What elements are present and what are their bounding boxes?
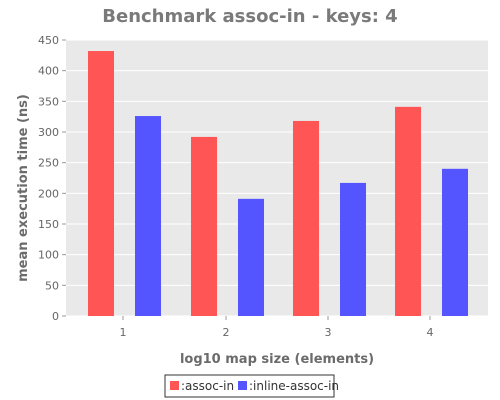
y-axis: 0 50 100 150 200 250 300 350 400 450 [38, 34, 66, 323]
y-tick-label: 150 [38, 218, 59, 231]
chart-title: Benchmark assoc-in - keys: 4 [102, 6, 397, 27]
y-tick-label: 400 [38, 65, 59, 78]
bar-inline-assoc-in-3 [340, 182, 366, 316]
y-tick-label: 350 [38, 95, 59, 108]
bar-inline-assoc-in-4 [442, 168, 468, 316]
x-tick-label: 4 [427, 326, 434, 339]
bar-assoc-in-4 [395, 106, 421, 316]
y-tick-label: 300 [38, 126, 59, 139]
x-tick-label: 1 [120, 326, 127, 339]
legend-swatch-inline-assoc-in [238, 381, 247, 390]
bars [88, 51, 468, 317]
y-tick-label: 0 [52, 310, 59, 323]
legend-box [164, 374, 335, 398]
x-tick-label: 3 [325, 326, 332, 339]
legend-label-inline-assoc-in: :inline-assoc-in [249, 379, 339, 393]
y-tick-label: 200 [38, 187, 59, 200]
y-tick-label: 250 [38, 157, 59, 170]
x-axis-title: log10 map size (elements) [180, 352, 374, 367]
legend-label-assoc-in: :assoc-in [181, 379, 234, 393]
legend-swatch-assoc-in [170, 381, 179, 390]
bar-assoc-in-3 [293, 120, 319, 317]
plot-area [66, 40, 488, 316]
x-axis: 1 2 3 4 [120, 316, 434, 339]
bar-assoc-in-1 [88, 51, 114, 316]
x-tick-label: 2 [223, 326, 230, 339]
y-tick-label: 450 [38, 34, 59, 47]
y-axis-title: mean execution time (ns) [16, 94, 31, 282]
legend: :assoc-in :inline-assoc-in [164, 374, 339, 398]
bar-inline-assoc-in-1 [135, 116, 161, 316]
y-tick-label: 50 [45, 279, 59, 292]
y-tick-label: 100 [38, 249, 59, 262]
bar-inline-assoc-in-2 [238, 198, 264, 316]
bar-assoc-in-2 [191, 136, 217, 316]
